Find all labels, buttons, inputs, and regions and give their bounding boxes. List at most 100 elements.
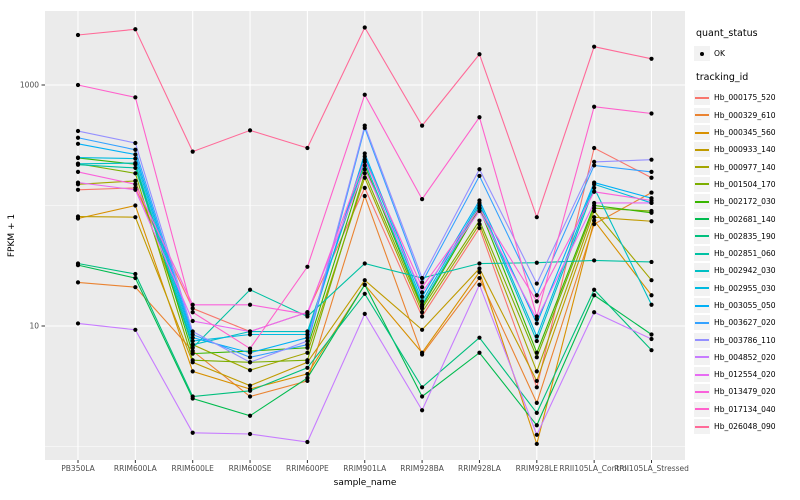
- y-tick-label: 10: [29, 322, 39, 331]
- x-tick-label: RRIM600LE: [172, 464, 215, 473]
- data-point: [305, 332, 310, 337]
- data-point: [305, 338, 310, 344]
- legend-item-Hb_002955_030: Hb_002955_030: [694, 280, 800, 297]
- data-point: [247, 355, 253, 360]
- data-point: [592, 310, 597, 315]
- data-point: [247, 332, 253, 337]
- legend-key-swatch: [694, 228, 710, 244]
- data-point: [247, 394, 253, 399]
- data-point: [133, 203, 138, 208]
- data-point: [362, 311, 367, 317]
- data-point: [305, 350, 310, 355]
- data-point: [190, 338, 195, 344]
- legend-item-label: Hb_000175_520: [714, 93, 776, 103]
- legend-item-label: Hb_013479_020: [714, 387, 776, 397]
- legend-item-label: Hb_003055_050: [714, 301, 776, 310]
- data-point: [534, 441, 539, 447]
- data-point: [190, 318, 195, 324]
- data-point: [534, 321, 539, 326]
- legend-key-swatch: [694, 419, 710, 435]
- data-point: [420, 123, 425, 128]
- data-point: [190, 310, 195, 315]
- data-point: [477, 167, 482, 172]
- x-tick-label: RRII105LA_Stressed: [614, 464, 689, 473]
- data-point: [190, 345, 195, 350]
- data-point: [477, 270, 482, 275]
- data-point: [420, 290, 425, 295]
- data-point: [592, 104, 597, 109]
- data-point: [649, 169, 654, 175]
- data-point: [133, 160, 138, 166]
- data-point: [305, 439, 310, 445]
- legend-item-Hb_012554_020: Hb_012554_020: [694, 366, 800, 383]
- legend-tracking-items: Hb_000175_520 Hb_000329_610 Hb_000345_560 H…: [694, 89, 800, 435]
- data-point: [362, 193, 367, 199]
- data-point: [75, 128, 81, 134]
- x-tick-label: RRIM928LE: [516, 464, 559, 473]
- data-point: [305, 358, 310, 363]
- data-point: [362, 185, 367, 190]
- legend-item-label: Hb_001504_170: [714, 179, 776, 189]
- data-point: [133, 165, 138, 171]
- data-point: [477, 52, 482, 57]
- data-point: [362, 151, 367, 156]
- legend-key-swatch: [694, 349, 710, 365]
- data-point: [420, 197, 425, 202]
- data-point: [75, 82, 81, 88]
- data-point: [649, 56, 654, 61]
- data-point: [420, 299, 425, 304]
- legend-key-swatch: [694, 332, 710, 348]
- legend-panel: quant_status OK tracking_id Hb_000175_52…: [694, 28, 800, 435]
- data-point: [362, 171, 367, 176]
- data-point: [247, 346, 253, 351]
- legend-item-label: Hb_004852_020: [714, 352, 776, 362]
- data-point: [420, 275, 425, 281]
- data-point: [534, 215, 539, 220]
- legend-item-label: Hb_002172_030: [714, 197, 776, 207]
- data-point: [649, 157, 654, 162]
- legend-item-label: Hb_000329_610: [714, 110, 776, 120]
- legend-item-label: Hb_002942_030: [714, 266, 776, 276]
- x-tick-label: RRIM600PE: [286, 464, 329, 473]
- data-point: [534, 355, 539, 360]
- data-point: [362, 167, 367, 172]
- data-point: [305, 365, 310, 370]
- data-point: [592, 222, 597, 227]
- data-point: [190, 369, 195, 374]
- data-point: [649, 259, 654, 265]
- data-point: [305, 371, 310, 377]
- data-point: [247, 413, 253, 418]
- data-point: [477, 198, 482, 203]
- legend-key-swatch: [694, 211, 710, 227]
- legend-item-label: Hb_026048_090: [714, 422, 776, 432]
- data-point: [534, 338, 539, 344]
- legend-key-swatch: [694, 367, 710, 383]
- legend-key-swatch: [694, 263, 710, 279]
- legend-item-Hb_000345_560: Hb_000345_560: [694, 124, 800, 141]
- data-point: [534, 281, 539, 286]
- data-point: [190, 342, 195, 347]
- data-point: [190, 351, 195, 356]
- data-point: [534, 400, 539, 406]
- legend-item-label: Hb_012554_020: [714, 370, 776, 380]
- data-point: [133, 327, 138, 332]
- data-point: [133, 285, 138, 290]
- legend-item-label: Hb_002955_030: [714, 283, 776, 293]
- data-point: [305, 378, 310, 384]
- legend-item-label: Hb_002681_140: [714, 214, 776, 224]
- data-point: [534, 378, 539, 384]
- legend-key-swatch: [694, 194, 710, 210]
- legend-line-icon: [695, 339, 709, 342]
- data-point: [133, 215, 138, 220]
- data-point: [649, 293, 654, 298]
- data-point: [75, 187, 81, 192]
- legend-line-icon: [695, 408, 709, 411]
- data-point: [477, 335, 482, 340]
- data-point: [362, 154, 367, 159]
- legend-item-Hb_026048_090: Hb_026048_090: [694, 418, 800, 435]
- data-point: [649, 190, 654, 195]
- data-point: [534, 385, 539, 390]
- x-axis-title: sample_name: [334, 478, 397, 488]
- legend-item-label: OK: [714, 49, 725, 59]
- data-point: [190, 335, 195, 340]
